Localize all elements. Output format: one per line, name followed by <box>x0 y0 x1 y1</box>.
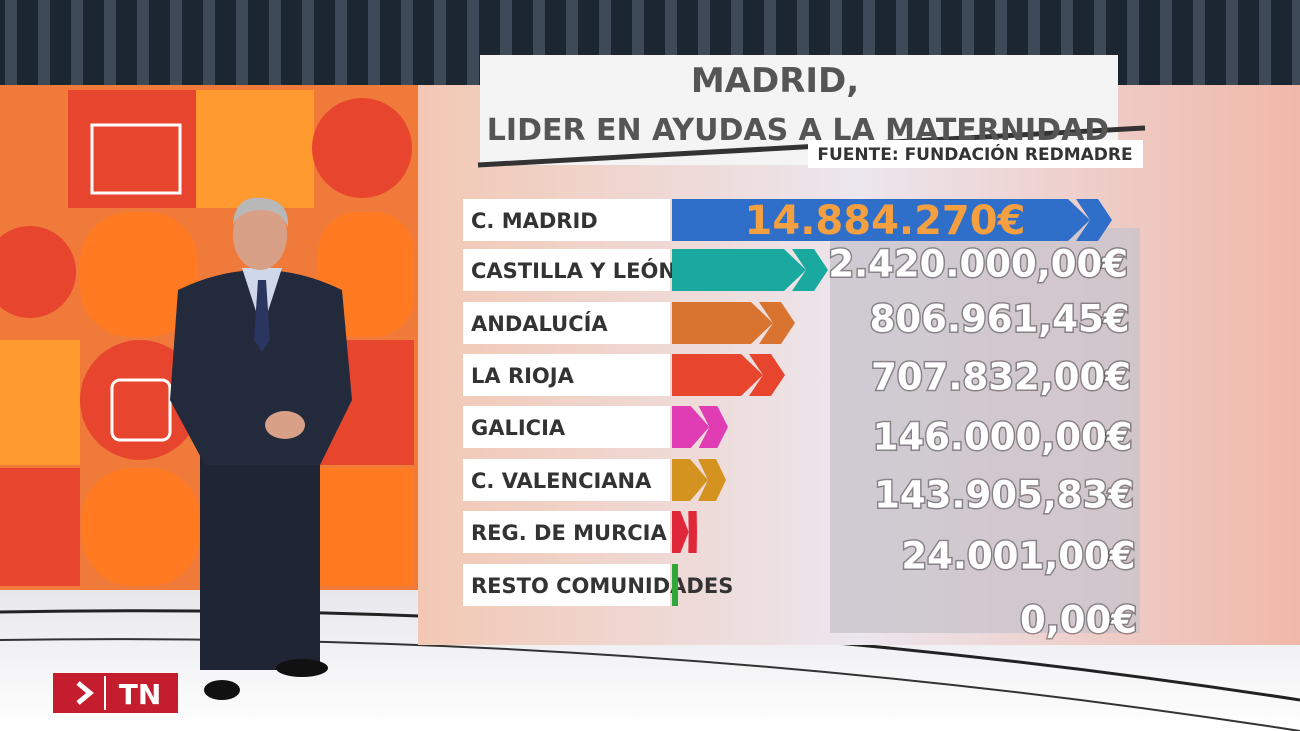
light-stripe <box>71 0 83 85</box>
amount: 2.420.000,00€ <box>828 243 1128 286</box>
bar <box>672 354 763 396</box>
logo-divider <box>104 676 106 710</box>
bar <box>672 406 710 448</box>
tile <box>80 212 198 337</box>
label-box <box>463 199 670 241</box>
label-box <box>463 354 670 396</box>
light-stripe <box>401 0 413 85</box>
label-box <box>463 302 670 344</box>
tile <box>82 468 200 586</box>
tile <box>196 90 314 208</box>
light-stripe <box>5 0 17 85</box>
amount: 0,00€ <box>1020 599 1137 642</box>
bar <box>672 302 773 344</box>
light-stripe <box>104 0 116 85</box>
tile <box>312 98 412 198</box>
light-stripe <box>302 0 314 85</box>
amount: 806.961,45€ <box>870 298 1130 341</box>
bar-chevron <box>698 406 728 448</box>
amount: 146.000,00€ <box>873 416 1133 459</box>
region-label: ANDALUCÍA <box>471 311 608 336</box>
light-stripe <box>434 0 446 85</box>
bar <box>672 511 689 553</box>
tile <box>318 468 414 586</box>
light-stripe <box>1193 0 1205 85</box>
ranking: C. MADRID 14.884.270€ CASTILLA Y LEÓN 2.420… <box>463 198 1139 643</box>
light-stripe <box>1259 0 1271 85</box>
tie <box>254 280 270 352</box>
label-box <box>463 564 670 606</box>
bar <box>672 459 708 501</box>
jacket <box>170 270 352 465</box>
region-label: CASTILLA Y LEÓN <box>471 258 676 283</box>
left-panel-tiles <box>0 90 414 586</box>
light-stripe <box>1226 0 1238 85</box>
light-stripe <box>1160 0 1172 85</box>
source-box <box>808 140 1143 168</box>
floor-line <box>0 638 1300 731</box>
tile <box>0 468 80 586</box>
bar-chevron <box>698 459 726 501</box>
light-stripe <box>1127 0 1139 85</box>
bar-chevron <box>688 511 697 553</box>
light-stripe <box>137 0 149 85</box>
region-label: LA RIOJA <box>471 364 575 388</box>
presenter <box>170 197 352 700</box>
amount: 24.001,00€ <box>901 535 1135 578</box>
hands <box>265 411 305 439</box>
bar <box>672 249 806 291</box>
head <box>233 200 287 270</box>
bar <box>672 199 1090 241</box>
light-stripe <box>203 0 215 85</box>
light-stripe <box>38 0 50 85</box>
bar-chevron <box>759 302 795 344</box>
region-label: REG. DE MURCIA <box>471 521 667 545</box>
shoe <box>276 659 328 677</box>
light-stripe <box>467 0 479 85</box>
channel-logo <box>53 673 178 713</box>
label-box <box>463 406 670 448</box>
light-stripe <box>269 0 281 85</box>
region-label: C. MADRID <box>471 209 598 233</box>
bar-chevron <box>1076 199 1112 241</box>
region-label: RESTO COMUNIDADES <box>471 574 733 598</box>
source: FUENTE: FUNDACIÓN REDMADRE <box>817 143 1132 165</box>
bar-chevron <box>749 354 785 396</box>
amount: 14.884.270€ <box>745 198 1026 244</box>
light-stripe <box>170 0 182 85</box>
shoe <box>204 680 240 700</box>
region-label: C. VALENCIANA <box>471 469 652 493</box>
crib-icon <box>90 123 182 195</box>
bar <box>672 564 678 606</box>
light-stripe <box>1292 0 1300 85</box>
logo-text: TN <box>119 678 162 711</box>
light-stripe <box>236 0 248 85</box>
label-box <box>463 511 670 553</box>
hair <box>233 197 289 228</box>
tile <box>68 90 196 208</box>
label-box <box>463 459 670 501</box>
light-stripe <box>335 0 347 85</box>
light-stripe <box>368 0 380 85</box>
bar-chevron <box>792 249 828 291</box>
logo-arrow <box>76 681 94 705</box>
amount: 143.905,83€ <box>874 474 1134 517</box>
tile <box>0 226 76 318</box>
label-box <box>463 249 670 291</box>
amount: 707.832,00€ <box>871 356 1131 399</box>
amount-column <box>830 228 1140 633</box>
trousers <box>200 430 320 670</box>
title: MADRID, <box>691 61 859 101</box>
toy-icon <box>110 378 172 442</box>
region-label: GALICIA <box>471 416 566 440</box>
tile <box>0 340 80 465</box>
